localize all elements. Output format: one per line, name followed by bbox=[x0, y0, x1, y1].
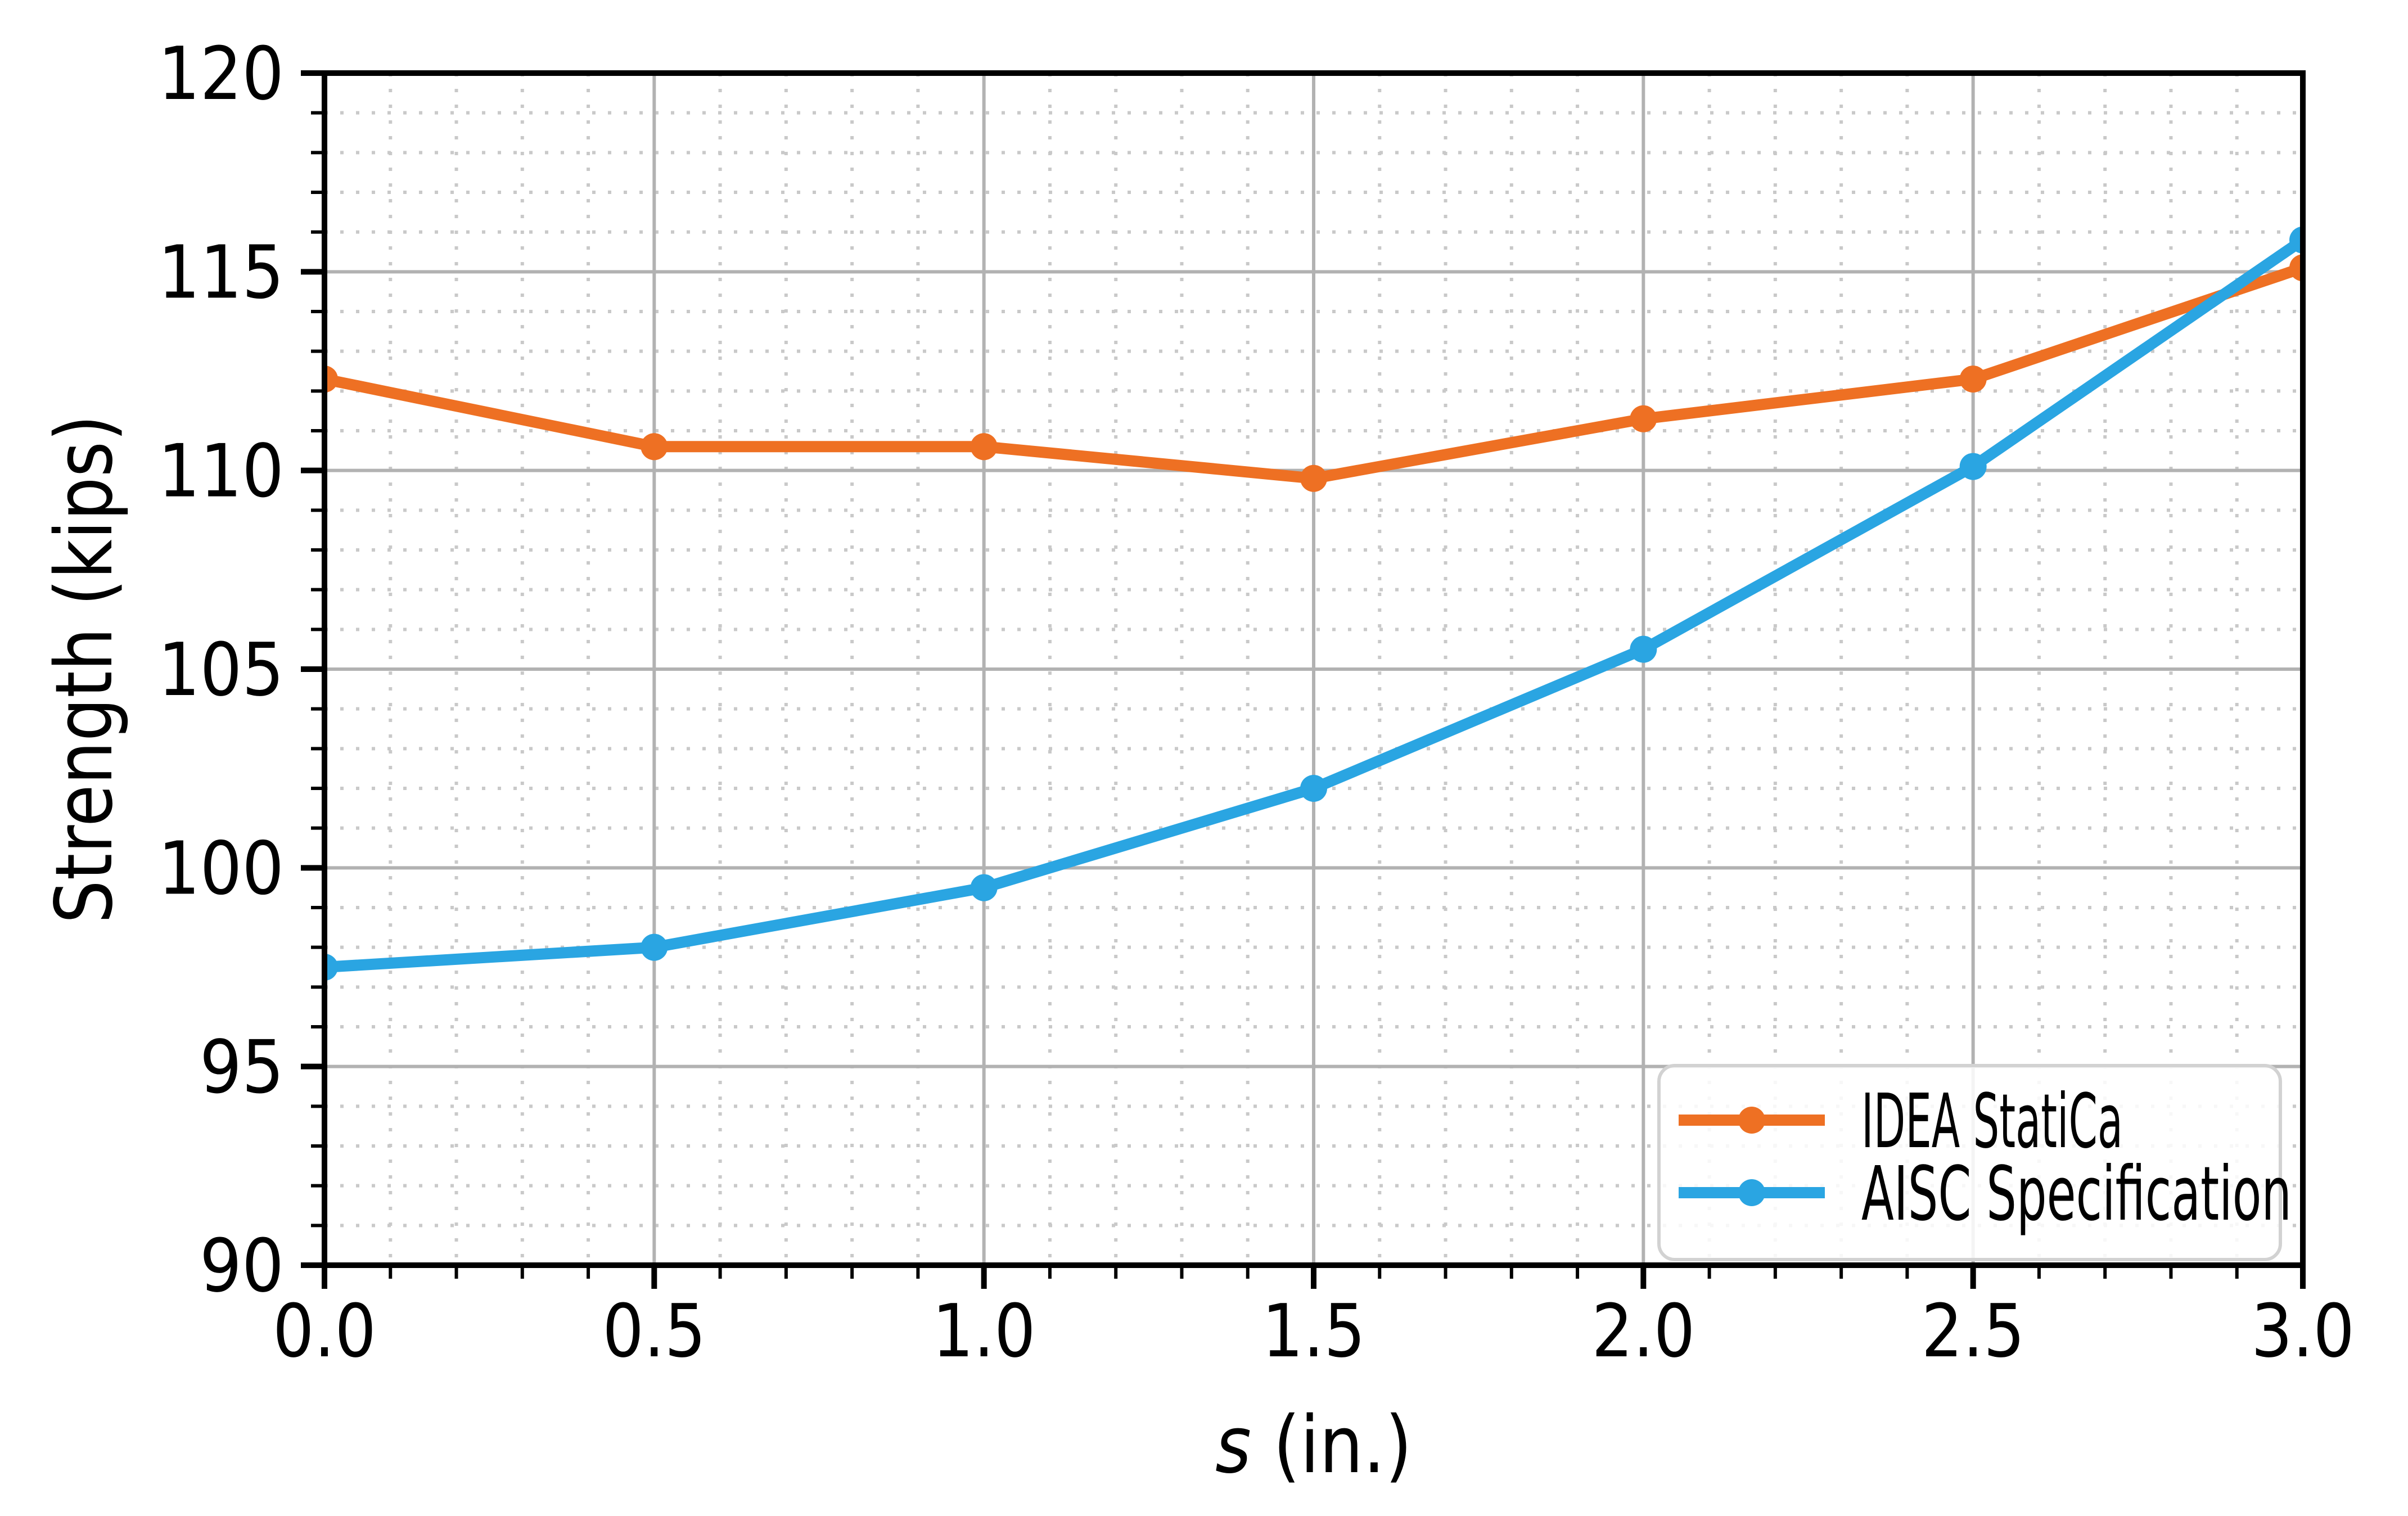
x-tick-label: 0.5 bbox=[602, 1288, 706, 1374]
legend-entry-aisc-specification: AISC Specification bbox=[1679, 1151, 2292, 1238]
legend-sample-marker bbox=[1738, 1179, 1765, 1206]
y-axis-label: Strength (kips) bbox=[39, 415, 130, 924]
x-tick-label: 1.5 bbox=[1262, 1288, 1365, 1374]
x-tick-labels: 0.0 0.5 1.0 1.5 2.0 2.5 3.0 bbox=[273, 1288, 2355, 1374]
data-point-marker-idea-statica bbox=[1630, 405, 1657, 432]
y-tick-label: 95 bbox=[200, 1025, 284, 1110]
data-point-marker-aisc-specification bbox=[970, 874, 998, 901]
series-group bbox=[324, 226, 2303, 981]
x-tick-label: 3.0 bbox=[2251, 1288, 2355, 1374]
x-tick-label: 2.5 bbox=[1922, 1288, 2025, 1374]
y-tick-label: 115 bbox=[158, 229, 284, 315]
data-point-marker-idea-statica bbox=[324, 366, 338, 393]
legend-label: AISC Specification bbox=[1861, 1151, 2292, 1238]
data-point-marker-idea-statica bbox=[1300, 464, 1327, 492]
y-tick-labels: 90 95 100 105 110 115 120 bbox=[158, 31, 284, 1309]
series-aisc-specification bbox=[324, 226, 2303, 981]
data-point-marker-idea-statica bbox=[1959, 366, 1987, 393]
legend-box bbox=[1657, 1064, 2282, 1261]
legend-entry-idea-statica: IDEA StatiCa bbox=[1679, 1079, 2123, 1165]
y-tick-label: 90 bbox=[200, 1223, 284, 1309]
x-tick-label: 1.0 bbox=[932, 1288, 1036, 1374]
data-point-marker-aisc-specification bbox=[641, 933, 668, 961]
axes-frame bbox=[322, 70, 2306, 1268]
y-tick-label: 105 bbox=[158, 627, 284, 712]
data-point-marker-idea-statica bbox=[970, 433, 998, 461]
y-tick-label: 110 bbox=[158, 428, 284, 514]
x-tick-label: 0.0 bbox=[273, 1288, 376, 1374]
data-point-marker-aisc-specification bbox=[1300, 775, 1327, 802]
y-tick-label: 120 bbox=[158, 31, 284, 116]
legend-sample-marker bbox=[1738, 1107, 1765, 1134]
legend-label: IDEA StatiCa bbox=[1861, 1079, 2123, 1165]
x-axis-label: s (in.) bbox=[1215, 1400, 1412, 1491]
data-point-marker-aisc-specification bbox=[1959, 453, 1987, 480]
data-point-marker-aisc-specification bbox=[324, 954, 338, 981]
y-tick-label: 100 bbox=[158, 825, 284, 911]
data-point-marker-idea-statica bbox=[641, 433, 668, 461]
data-point-marker-aisc-specification bbox=[2289, 226, 2303, 254]
data-point-marker-idea-statica bbox=[2289, 254, 2303, 282]
data-point-marker-aisc-specification bbox=[1630, 635, 1657, 663]
series-idea-statica bbox=[324, 254, 2303, 492]
x-tick-label: 2.0 bbox=[1591, 1288, 1695, 1374]
